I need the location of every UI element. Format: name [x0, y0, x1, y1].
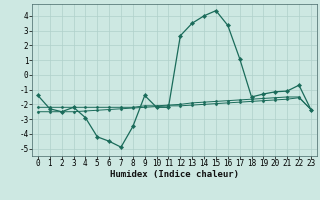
X-axis label: Humidex (Indice chaleur): Humidex (Indice chaleur): [110, 170, 239, 179]
